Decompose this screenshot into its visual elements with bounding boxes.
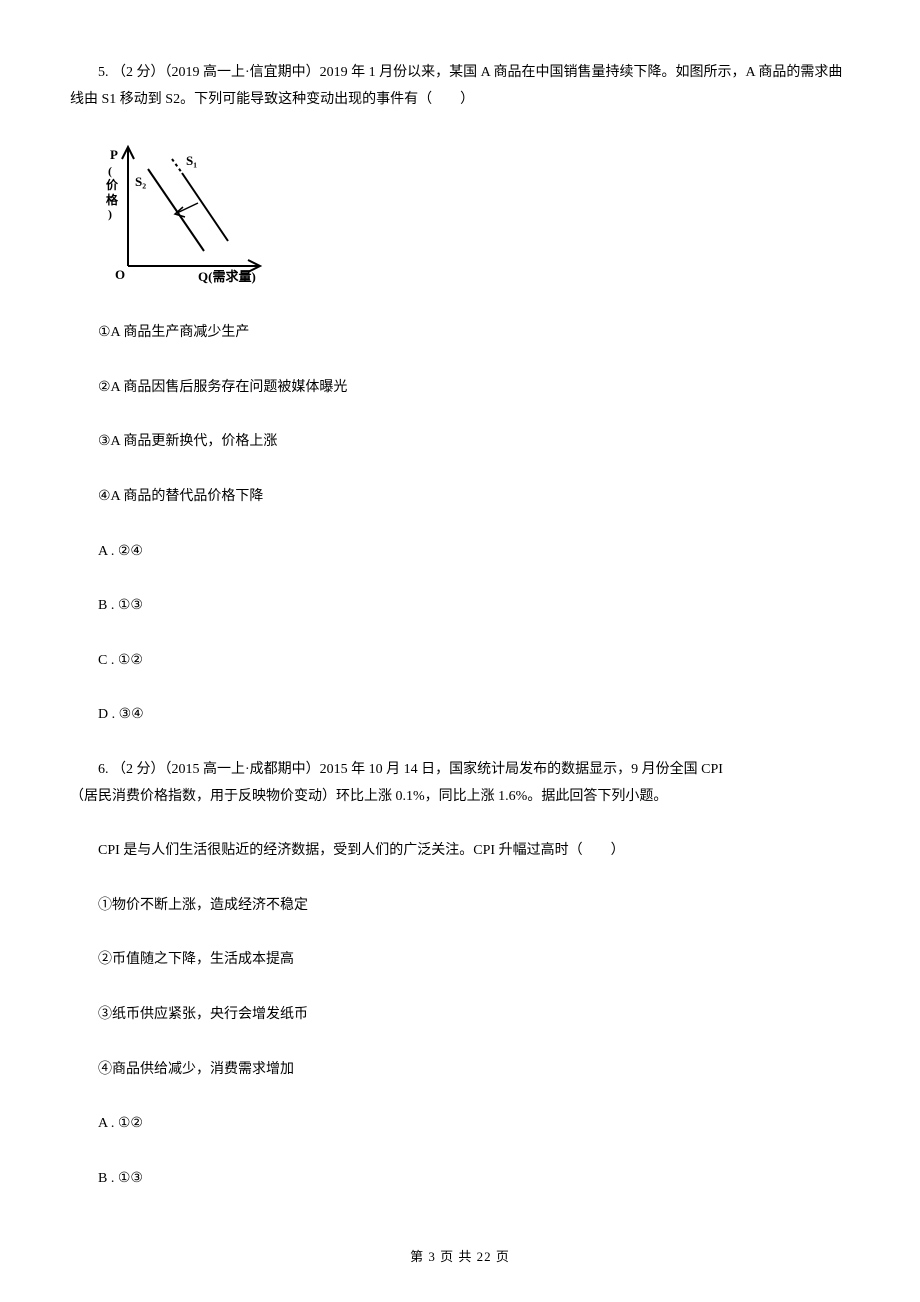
q6-statement-3: ③纸币供应紧张，央行会增发纸币 — [70, 1002, 850, 1029]
shift-arrow-line — [177, 203, 198, 213]
demand-curve-chart: P ( 价 格 ) O Q(需求量) S₁ S₂ — [100, 141, 850, 296]
s1-dash — [172, 159, 182, 173]
q5-answer-d: D . ③④ — [70, 702, 850, 729]
q6-statement-1: ①物价不断上涨，造成经济不稳定 — [70, 893, 850, 920]
q6-sub: CPI 是与人们生活很贴近的经济数据，受到人们的广泛关注。CPI 升幅过高时（ … — [70, 838, 850, 865]
q6-statement-2: ②币值随之下降，生活成本提高 — [70, 947, 850, 974]
s2-label: S₂ — [135, 174, 146, 189]
s1-label: S₁ — [186, 153, 197, 168]
y-label-p: P — [110, 147, 118, 162]
q5-statement-4: ④A 商品的替代品价格下降 — [70, 484, 850, 511]
q5-answer-a: A . ②④ — [70, 539, 850, 566]
q6-intro-line2: （居民消费价格指数，用于反映物价变动）环比上涨 0.1%，同比上涨 1.6%。据… — [70, 784, 850, 811]
y-label-ge: 格 — [106, 192, 119, 207]
q5-answer-b: B . ①③ — [70, 593, 850, 620]
q5-statement-3: ③A 商品更新换代，价格上涨 — [70, 429, 850, 456]
chart-svg: P ( 价 格 ) O Q(需求量) S₁ S₂ — [100, 141, 275, 296]
q5-statement-2: ②A 商品因售后服务存在问题被媒体曝光 — [70, 375, 850, 402]
page-footer: 第 3 页 共 22 页 — [0, 1247, 920, 1267]
q6-statement-4: ④商品供给减少，消费需求增加 — [70, 1057, 850, 1084]
y-label-bracket-top: ( — [108, 164, 112, 178]
x-label: Q(需求量) — [198, 269, 256, 284]
q5-intro: 5. （2 分）（2019 高一上·信宜期中）2019 年 1 月份以来，某国 … — [70, 60, 850, 113]
y-label-jia: 价 — [106, 178, 119, 192]
q6-answer-b: B . ①③ — [70, 1166, 850, 1193]
y-label-bracket-bot: ) — [108, 207, 112, 221]
q5-answer-c: C . ①② — [70, 648, 850, 675]
s2-line — [148, 169, 204, 251]
origin-label: O — [115, 267, 125, 282]
q6-intro-line1: 6. （2 分）（2015 高一上·成都期中）2015 年 10 月 14 日，… — [70, 757, 850, 784]
q6-answer-a: A . ①② — [70, 1111, 850, 1138]
q5-statement-1: ①A 商品生产商减少生产 — [70, 320, 850, 347]
